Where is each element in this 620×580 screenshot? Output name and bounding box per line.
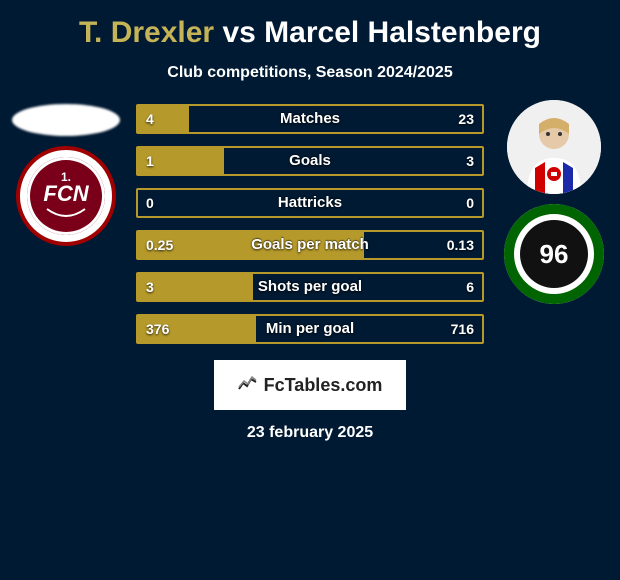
player2-name: Marcel Halstenberg (264, 16, 541, 49)
footer-brand: FcTables.com (214, 360, 406, 410)
stat-row: 4Matches23 (136, 104, 484, 134)
stats-column: 4Matches23 1Goals3 0Hattricks0 0.25Goals pe… (136, 100, 484, 344)
vs-separator: vs (222, 16, 255, 49)
stat-right-value: 716 (451, 316, 474, 342)
card-title: T. Drexler vs Marcel Halstenberg (0, 16, 620, 50)
stat-label: Goals (138, 148, 482, 174)
svg-text:FCN: FCN (43, 181, 89, 206)
right-column: 96 (494, 100, 614, 304)
stat-label: Min per goal (138, 316, 482, 342)
stat-label: Matches (138, 106, 482, 132)
stat-right-value: 3 (466, 148, 474, 174)
footer-brand-text: FcTables.com (264, 375, 383, 396)
stat-row: 3Shots per goal6 (136, 272, 484, 302)
footer-date: 23 february 2025 (0, 424, 620, 442)
comparison-card: T. Drexler vs Marcel Halstenberg Club co… (0, 0, 620, 442)
stat-right-value: 23 (458, 106, 474, 132)
stat-right-value: 0 (466, 190, 474, 216)
player1-club-badge: 1. FCN (16, 146, 116, 246)
player1-avatar-placeholder (12, 104, 120, 136)
player2-avatar (507, 100, 601, 194)
stat-row: 0Hattricks0 (136, 188, 484, 218)
stat-row: 376Min per goal716 (136, 314, 484, 344)
stat-label: Hattricks (138, 190, 482, 216)
stat-label: Goals per match (138, 232, 482, 258)
chart-icon (238, 375, 258, 396)
player1-club-badge-text: 1. FCN (27, 157, 105, 235)
stat-label: Shots per goal (138, 274, 482, 300)
stat-row: 1Goals3 (136, 146, 484, 176)
stat-row: 0.25Goals per match0.13 (136, 230, 484, 260)
player1-name: T. Drexler (79, 16, 214, 49)
left-column: 1. FCN (6, 100, 126, 246)
comparison-body: 1. FCN 4Matches23 1Goals3 0Hattricks0 0.25G… (0, 100, 620, 344)
club-badge-ring (504, 204, 604, 304)
stat-right-value: 0.13 (447, 232, 474, 258)
player2-club-badge: 96 (504, 204, 604, 304)
card-subtitle: Club competitions, Season 2024/2025 (0, 64, 620, 82)
stat-right-value: 6 (466, 274, 474, 300)
